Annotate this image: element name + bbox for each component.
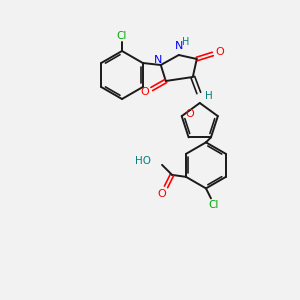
Text: N: N [175, 41, 183, 51]
Text: O: O [140, 87, 149, 97]
Text: H: H [182, 37, 190, 47]
Text: N: N [154, 55, 162, 65]
Text: O: O [158, 189, 167, 199]
Text: HO: HO [135, 156, 151, 166]
Text: Cl: Cl [209, 200, 219, 210]
Text: H: H [205, 91, 213, 101]
Text: Cl: Cl [117, 31, 127, 41]
Text: O: O [215, 47, 224, 57]
Text: O: O [185, 109, 194, 119]
